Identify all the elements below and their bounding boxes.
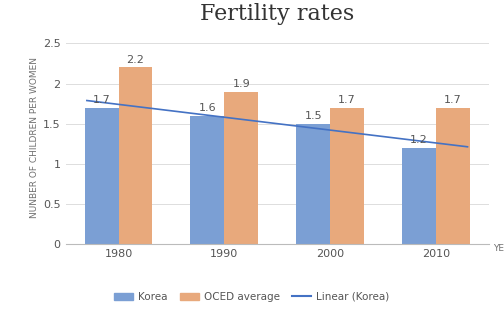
Bar	[402, 148, 436, 244]
Bar	[224, 91, 258, 244]
Text: 1.7: 1.7	[93, 95, 110, 105]
Legend: Korea, OCED average, Linear (Korea): Korea, OCED average, Linear (Korea)	[110, 288, 394, 306]
Bar	[296, 124, 330, 244]
Bar	[191, 115, 224, 244]
Y-axis label: NUNBER OF CHILDREN PER WOMEN: NUNBER OF CHILDREN PER WOMEN	[30, 57, 39, 218]
Text: 1.7: 1.7	[444, 95, 462, 105]
Text: YEAR: YEAR	[493, 244, 504, 253]
Bar	[118, 67, 152, 244]
Bar	[85, 108, 118, 244]
Text: 1.6: 1.6	[199, 103, 216, 113]
Text: 1.5: 1.5	[304, 111, 322, 121]
Text: 1.2: 1.2	[410, 135, 428, 145]
Bar	[330, 108, 364, 244]
Text: 2.2: 2.2	[127, 55, 145, 65]
Text: 1.9: 1.9	[232, 79, 250, 89]
Bar	[436, 108, 470, 244]
Text: 1.7: 1.7	[338, 95, 356, 105]
Title: Fertility rates: Fertility rates	[200, 3, 354, 25]
